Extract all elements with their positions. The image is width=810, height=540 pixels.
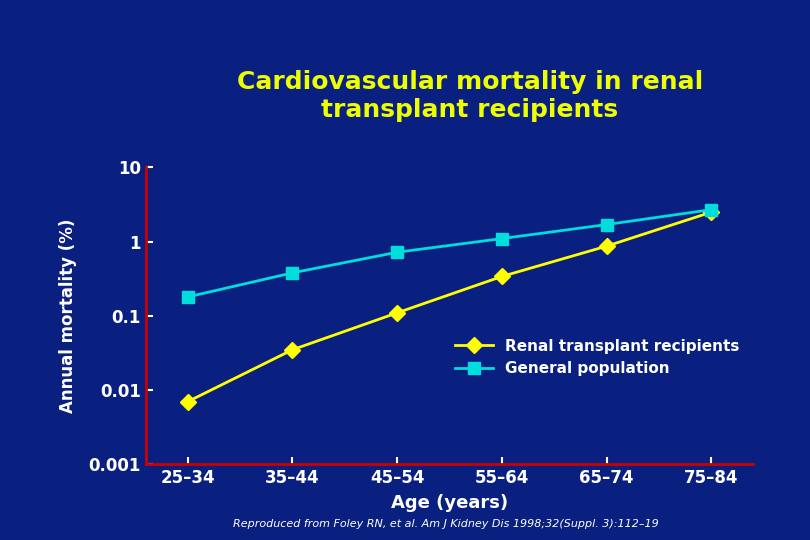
X-axis label: Age (years): Age (years): [391, 494, 508, 512]
Renal transplant recipients: [706, 209, 716, 215]
General population: [183, 294, 193, 300]
Renal transplant recipients: [497, 273, 507, 280]
General population: [392, 249, 402, 255]
Legend: Renal transplant recipients, General population: Renal transplant recipients, General pop…: [449, 333, 746, 382]
General population: [288, 269, 297, 276]
General population: [602, 221, 612, 228]
Renal transplant recipients: [602, 243, 612, 249]
Line: Renal transplant recipients: Renal transplant recipients: [182, 206, 717, 407]
General population: [706, 206, 716, 213]
Renal transplant recipients: [392, 309, 402, 316]
Y-axis label: Annual mortality (%): Annual mortality (%): [59, 219, 78, 413]
Line: General population: General population: [181, 204, 718, 303]
Text: Reproduced from Foley RN, et al. Am J Kidney Dis 1998;32(Suppl. 3):112–19: Reproduced from Foley RN, et al. Am J Ki…: [232, 519, 659, 529]
Renal transplant recipients: [288, 347, 297, 353]
Text: Cardiovascular mortality in renal
transplant recipients: Cardiovascular mortality in renal transp…: [237, 70, 703, 122]
Renal transplant recipients: [183, 399, 193, 405]
General population: [497, 235, 507, 242]
